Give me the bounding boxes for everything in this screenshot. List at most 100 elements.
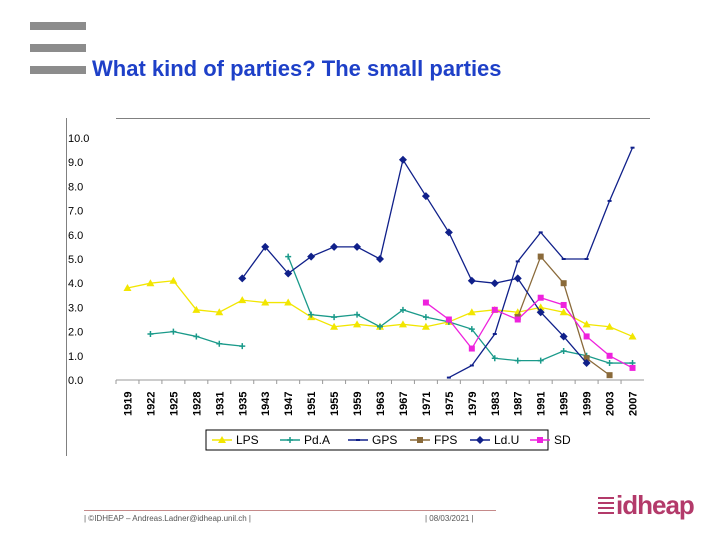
chart-background <box>66 118 650 456</box>
x-tick-label: 1999 <box>582 392 594 416</box>
footer-date: | 08/03/2021 | <box>425 514 474 523</box>
data-point-pda <box>491 355 498 362</box>
x-tick-label: 1959 <box>352 392 364 416</box>
data-point-ldu <box>330 242 339 251</box>
x-tick-label: 1979 <box>467 392 479 416</box>
logo-text: idheap <box>616 490 695 520</box>
data-point-fps <box>537 253 544 260</box>
data-point-lps <box>398 320 407 328</box>
data-point-lps <box>169 276 178 284</box>
data-point-pda <box>422 314 429 321</box>
data-point-lps <box>284 298 293 306</box>
data-point-ldu <box>398 155 407 164</box>
data-point-ldu <box>444 228 453 237</box>
legend-marker-lps <box>218 436 226 443</box>
data-point-lps <box>421 322 430 330</box>
x-tick-label: 1947 <box>283 392 295 416</box>
legend-marker-pda <box>287 437 293 443</box>
x-tick-label: 1975 <box>444 392 456 416</box>
x-tick-label: 1935 <box>237 392 249 416</box>
data-point-lps <box>146 279 155 287</box>
legend-marker-sd <box>537 437 543 443</box>
legend-marker-ldu <box>476 436 484 444</box>
x-tick-label: 1919 <box>122 392 134 416</box>
data-point-pda <box>560 347 567 354</box>
data-point-pda <box>147 331 154 338</box>
data-point-pda <box>354 311 361 318</box>
data-point-lps <box>559 308 568 316</box>
data-point-lps <box>353 320 362 328</box>
data-point-sd <box>629 364 636 371</box>
series-line-sd <box>425 296 633 369</box>
legend-label-gps: GPS <box>372 433 397 447</box>
data-point-ldu <box>353 242 362 251</box>
x-tick-label: 1922 <box>145 392 157 416</box>
data-point-pda <box>216 340 223 347</box>
data-point-ldu <box>582 359 591 368</box>
y-tick-label: 10.0 <box>68 133 89 145</box>
data-point-fps <box>606 372 613 379</box>
chart-panel: 0.0 1.0 2.0 3.0 4.0 5.0 6.0 7.0 8.0 9.0 10.0 1919 19… <box>66 118 650 456</box>
data-point-pda <box>399 306 406 313</box>
decor-bar-3 <box>30 66 86 74</box>
data-point-sd <box>583 333 590 340</box>
data-point-fps <box>583 355 590 362</box>
data-point-fps <box>560 280 567 287</box>
data-point-pda <box>170 328 177 335</box>
x-tick-label: 1925 <box>168 392 180 416</box>
legend-label-pda: Pd.A <box>304 433 330 447</box>
data-point-ldu <box>536 308 545 317</box>
data-point-ldu <box>490 279 499 288</box>
x-tick-label: 2003 <box>605 392 617 416</box>
y-tick-label: 9.0 <box>68 157 83 169</box>
data-point-sd <box>445 316 452 323</box>
legend-label-ldu: Ld.U <box>494 433 519 447</box>
data-point-sd <box>422 299 429 306</box>
legend-label-sd: SD <box>554 433 571 447</box>
y-tick-label: 0.0 <box>68 375 83 387</box>
data-point-lps <box>330 322 339 330</box>
data-point-ldu <box>376 255 384 263</box>
data-point-ldu <box>238 274 247 283</box>
data-point-pda <box>308 311 315 318</box>
x-tick-label: 1983 <box>490 392 502 416</box>
data-point-lps <box>261 298 270 306</box>
data-point-lps <box>238 296 247 304</box>
x-tick-label: 1963 <box>375 392 387 416</box>
y-tick-label: 7.0 <box>68 206 83 218</box>
x-tick-label: 1931 <box>214 392 226 416</box>
data-point-sd <box>468 345 475 352</box>
data-point-sd <box>537 294 544 301</box>
y-tick-label: 3.0 <box>68 302 83 314</box>
x-tick-label: 1971 <box>421 392 433 416</box>
data-point-pda <box>239 343 246 350</box>
y-tick-label: 5.0 <box>68 254 83 266</box>
data-point-lps <box>123 284 132 292</box>
footer-copyright: | ©IDHEAP – Andreas.Ladner@idheap.unil.c… <box>84 514 252 523</box>
data-point-sd <box>560 301 567 308</box>
decor-bar-1 <box>30 22 86 30</box>
data-point-lps <box>192 305 201 313</box>
line-chart: 0.0 1.0 2.0 3.0 4.0 5.0 6.0 7.0 8.0 9.0 10.0 1919 19… <box>66 118 650 456</box>
data-point-pda <box>285 253 292 260</box>
data-point-sd <box>606 352 613 359</box>
x-tick-label: 1967 <box>398 392 410 416</box>
data-point-pda <box>331 314 338 321</box>
data-point-sd <box>491 306 498 313</box>
y-tick-label: 8.0 <box>68 181 83 193</box>
data-point-pda <box>606 360 613 367</box>
data-point-lps <box>628 332 637 340</box>
data-point-ldu <box>307 252 316 261</box>
x-tick-label: 2007 <box>628 392 640 416</box>
idheap-logo-icon <box>598 497 614 514</box>
series-line-pda <box>287 256 633 364</box>
data-point-pda <box>514 357 521 364</box>
legend-label-lps: LPS <box>236 433 259 447</box>
x-tick-label: 1991 <box>536 392 548 416</box>
legend-marker-fps <box>417 437 423 443</box>
data-point-pda <box>537 357 544 364</box>
y-tick-label: 6.0 <box>68 230 83 242</box>
data-point-ldu <box>559 332 568 341</box>
y-tick-label: 2.0 <box>68 327 83 339</box>
y-tick-label: 4.0 <box>68 278 83 290</box>
